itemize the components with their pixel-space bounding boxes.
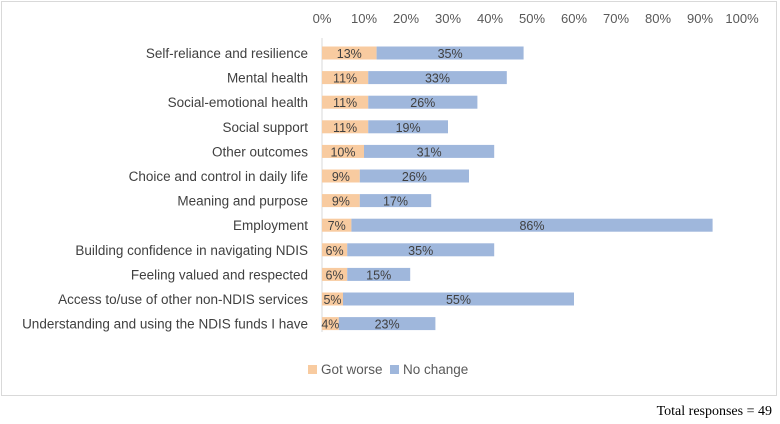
category-label: Feeling valued and respected — [131, 267, 308, 282]
bar-got-worse — [322, 317, 339, 331]
bar-no-change — [368, 120, 448, 134]
x-tick-label: 80% — [645, 11, 671, 26]
legend-swatch — [390, 365, 399, 374]
data-label: 11% — [333, 96, 357, 110]
data-label: 11% — [333, 72, 357, 86]
legend-label: No change — [403, 362, 468, 377]
data-label: 26% — [402, 170, 427, 184]
x-tick-label: 100% — [725, 11, 759, 26]
bar-no-change — [351, 218, 713, 232]
bar-no-change — [347, 243, 495, 257]
category-label: Meaning and purpose — [177, 194, 308, 209]
data-label: 17% — [383, 195, 408, 209]
data-label: 9% — [332, 195, 350, 209]
data-label: 6% — [326, 244, 344, 258]
bar-no-change — [359, 194, 432, 208]
data-label: 31% — [417, 145, 442, 159]
bar-got-worse — [322, 218, 352, 232]
category-label: Self-reliance and resilience — [146, 46, 308, 61]
bar-got-worse — [322, 46, 377, 60]
x-tick-label: 70% — [603, 11, 629, 26]
bar-got-worse — [322, 243, 348, 257]
bar-got-worse — [322, 144, 364, 158]
data-label: 4% — [321, 318, 339, 332]
data-label: 6% — [326, 268, 344, 282]
bar-got-worse — [322, 267, 348, 281]
category-label: Building confidence in navigating NDIS — [75, 243, 308, 258]
data-label: 35% — [438, 47, 463, 61]
bar-no-change — [347, 267, 411, 281]
bar-got-worse — [322, 71, 369, 85]
category-label: Social-emotional health — [168, 95, 308, 110]
x-tick-label: 40% — [477, 11, 503, 26]
x-tick-label: 20% — [393, 11, 419, 26]
category-label: Employment — [233, 218, 308, 233]
category-label: Other outcomes — [212, 144, 308, 159]
bar-no-change — [343, 292, 574, 306]
data-label: 86% — [519, 219, 544, 233]
data-label: 33% — [425, 72, 450, 86]
data-label: 13% — [337, 47, 362, 61]
category-label: Access to/use of other non-NDIS services — [58, 292, 308, 307]
bar-no-change — [368, 95, 478, 109]
x-tick-label: 0% — [313, 11, 332, 26]
x-tick-label: 90% — [687, 11, 713, 26]
bar-got-worse — [322, 194, 360, 208]
category-label: Choice and control in daily life — [129, 169, 308, 184]
bar-got-worse — [322, 169, 360, 183]
x-tick-label: 30% — [435, 11, 461, 26]
bar-got-worse — [322, 120, 369, 134]
bar-no-change — [338, 317, 436, 331]
data-label: 23% — [375, 318, 400, 332]
data-label: 35% — [408, 244, 433, 258]
data-label: 7% — [328, 219, 346, 233]
bar-no-change — [368, 71, 507, 85]
data-label: 10% — [330, 145, 355, 159]
bar-got-worse — [322, 292, 343, 306]
data-label: 19% — [396, 121, 421, 135]
data-label: 11% — [333, 121, 357, 135]
data-label: 9% — [332, 170, 350, 184]
chart-frame: 0% 10% 20% 30% 40% 50% 60% 70% 80% 90% 100% Self-re… — [1, 1, 777, 396]
bar-no-change — [376, 46, 524, 60]
data-label: 15% — [366, 268, 391, 282]
bar-no-change — [364, 144, 495, 158]
legend-label: Got worse — [321, 362, 383, 377]
data-label: 26% — [410, 96, 435, 110]
total-responses-note: Total responses = 49 — [656, 404, 772, 419]
x-tick-label: 60% — [561, 11, 587, 26]
category-label: Understanding and using the NDIS funds I… — [22, 317, 308, 332]
x-tick-label: 50% — [519, 11, 545, 26]
bar-no-change — [359, 169, 469, 183]
category-label: Social support — [222, 120, 308, 135]
x-tick-label: 10% — [351, 11, 377, 26]
data-label: 5% — [323, 293, 341, 307]
legend-swatch — [308, 365, 317, 374]
bar-got-worse — [322, 95, 369, 109]
category-label: Mental health — [227, 71, 308, 86]
data-label: 55% — [446, 293, 471, 307]
stacked-bar-chart: 0% 10% 20% 30% 40% 50% 60% 70% 80% 90% 100% Self-re… — [22, 11, 759, 377]
